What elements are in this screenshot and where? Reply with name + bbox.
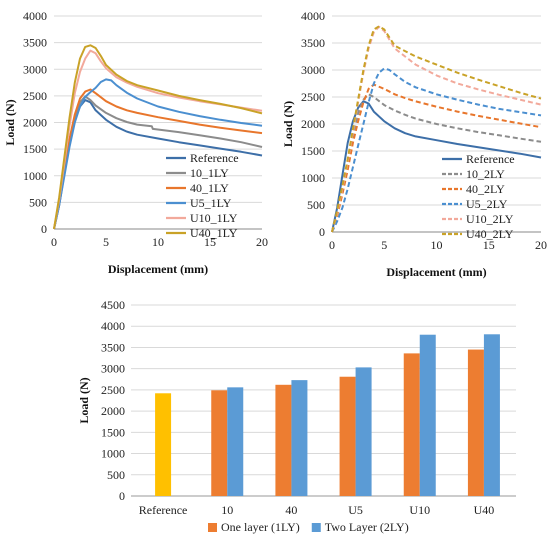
y-tick-label: 3000: [101, 362, 125, 376]
legend-label: Reference: [466, 152, 515, 166]
series-line: [53, 44, 263, 230]
y-tick-label: 0: [319, 225, 325, 239]
x-axis-title: Displacement (mm): [386, 265, 486, 279]
bar-one-layer: [275, 384, 292, 496]
y-tick-label: 3500: [101, 340, 125, 354]
legend-label: 40_1LY: [190, 181, 229, 195]
load-displacement-chart-1ly: 0 500 1000 1500 2000 2500 3000 3500 4000 0 5 10 15 20…: [3, 9, 268, 276]
bar-one-layer: [211, 390, 228, 496]
legend-swatch: [208, 523, 217, 532]
x-tick-label: 0: [51, 235, 57, 249]
x-tick-label: 5: [381, 238, 387, 252]
y-tick-label: 4000: [301, 9, 325, 23]
y-tick-label: 0: [41, 222, 47, 236]
bar-reference: [155, 393, 172, 496]
series-line: [53, 78, 263, 230]
bar-two-layer: [291, 380, 308, 496]
bar-one-layer: [403, 353, 420, 496]
bar-two-layer: [483, 334, 500, 496]
y-tick-label: 4000: [23, 9, 47, 23]
y-tick-label: 500: [107, 468, 125, 482]
y-tick-label: 2000: [23, 116, 47, 130]
y-tick-label: 2500: [301, 90, 325, 104]
x-tick-label: 10: [221, 503, 233, 517]
y-tick-label: 2500: [23, 89, 47, 103]
y-axis-title: Load (N): [3, 99, 17, 145]
legend-label: Two Layer (2LY): [325, 520, 409, 534]
x-tick-label: U40: [474, 503, 495, 517]
legend-label: 10_2LY: [466, 167, 505, 181]
y-tick-label: 0: [119, 489, 125, 503]
x-tick-label: 10: [431, 238, 443, 252]
x-tick-label: 40: [285, 503, 297, 517]
y-tick-label: 4000: [101, 319, 125, 333]
y-tick-label: 1000: [101, 447, 125, 461]
legend-label: U10_2LY: [466, 212, 514, 226]
y-tick-label: 2000: [101, 404, 125, 418]
y-axis-title: Load (N): [77, 377, 91, 423]
x-tick-label: U10: [409, 503, 430, 517]
bar-one-layer: [339, 376, 356, 496]
y-tick-label: 3000: [23, 62, 47, 76]
legend-label: U40_1LY: [190, 226, 238, 240]
x-tick-label: 15: [204, 235, 216, 249]
y-tick-label: 1000: [301, 171, 325, 185]
x-tick-label: Reference: [139, 503, 188, 517]
x-tick-label: 20: [256, 235, 268, 249]
y-axis-title: Load (N): [281, 101, 295, 147]
bar-one-layer: [467, 349, 484, 496]
legend-label: Reference: [190, 151, 239, 165]
y-tick-label: 2500: [101, 383, 125, 397]
y-tick-label: 1000: [23, 169, 47, 183]
bar-two-layer: [227, 387, 244, 496]
y-tick-label: 500: [29, 195, 47, 209]
x-tick-label: 20: [535, 238, 547, 252]
peak-load-bar-chart: 0 500 1000 1500 2000 2500 3000 3500 4000 4500 Load…: [77, 298, 516, 534]
series-line: [53, 49, 263, 230]
y-tick-label: 2000: [301, 117, 325, 131]
x-axis-title: Displacement (mm): [108, 262, 208, 276]
legend-swatch: [311, 523, 321, 532]
x-tick-label: 15: [483, 238, 495, 252]
legend-label: U40_2LY: [466, 227, 514, 241]
series-line: [53, 88, 263, 230]
x-tick-label: 0: [329, 238, 335, 252]
legend-label: 40_2LY: [466, 182, 505, 196]
y-tick-label: 3500: [23, 36, 47, 50]
series-line: [331, 93, 542, 233]
y-tick-label: 3000: [301, 63, 325, 77]
y-tick-label: 1500: [301, 144, 325, 158]
y-tick-label: 1500: [23, 142, 47, 156]
legend-label: U5_1LY: [190, 196, 232, 210]
y-tick-label: 500: [307, 198, 325, 212]
bar-two-layer: [419, 334, 436, 496]
legend-label: 10_1LY: [190, 166, 229, 180]
legend-label: One layer (1LY): [221, 520, 300, 534]
series-line: [331, 100, 542, 233]
x-tick-label: U5: [348, 503, 363, 517]
load-displacement-chart-2ly: 0 500 1000 1500 2000 2500 3000 3500 4000 0 5 10 15 20…: [281, 9, 547, 279]
y-tick-label: 3500: [301, 36, 325, 50]
series-line: [331, 83, 542, 233]
series-line: [331, 67, 542, 233]
series-line: [331, 25, 542, 233]
legend-label: U10_1LY: [190, 211, 238, 225]
series-line: [331, 25, 542, 233]
x-tick-label: 5: [103, 235, 109, 249]
y-tick-label: 4500: [101, 298, 125, 312]
x-tick-label: 10: [152, 235, 164, 249]
legend-label: U5_2LY: [466, 197, 508, 211]
bar-two-layer: [355, 367, 372, 496]
y-tick-label: 1500: [101, 425, 125, 439]
